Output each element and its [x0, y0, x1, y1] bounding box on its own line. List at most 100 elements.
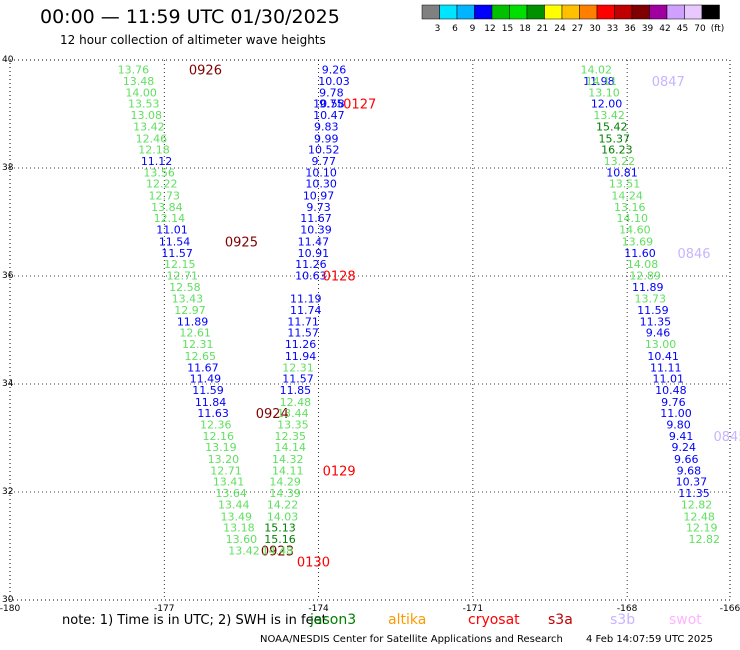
wave-height-value: 12.65	[185, 350, 217, 363]
wave-height-value: 11.11	[650, 361, 682, 374]
wave-height-value: 10.63	[295, 269, 327, 282]
scale-label: 33	[607, 24, 618, 34]
wave-height-value: 10.91	[298, 247, 330, 260]
wave-height-value: 14.08	[627, 258, 659, 271]
scale-swatch	[701, 4, 720, 20]
wave-height-value: 12.35	[275, 430, 307, 443]
wave-height-value: 11.89	[632, 281, 664, 294]
scale-label: 27	[572, 24, 583, 34]
wave-height-value: 13.76	[118, 64, 150, 77]
y-tick-label: 38	[2, 163, 14, 173]
wave-height-value: 14.10	[617, 212, 649, 225]
wave-height-value: 14.11	[272, 464, 304, 477]
wave-height-value: 11.35	[678, 487, 710, 500]
wave-height-value: 13.44	[218, 498, 250, 511]
wave-height-value: 11.59	[192, 384, 224, 397]
scale-label: (ft)	[711, 24, 725, 34]
generated-timestamp: 4 Feb 14:07:59 UTC 2025	[586, 634, 713, 645]
wave-height-value: 11.98	[583, 75, 615, 88]
legend-s3a: s3a	[548, 612, 573, 628]
x-tick-label: -174	[308, 604, 329, 614]
wave-height-value: 14.22	[267, 498, 299, 511]
y-tick-label: 40	[2, 55, 14, 65]
wave-height-value: 13.56	[143, 166, 175, 179]
wave-height-value: 9.80	[666, 419, 691, 432]
scale-label: 24	[554, 24, 566, 34]
wave-height-value: 12.71	[210, 464, 242, 477]
wave-height-value: 12.82	[689, 533, 721, 546]
page-subtitle: 12 hour collection of altimeter wave hei…	[60, 33, 326, 47]
wave-height-value: 13.48	[123, 75, 155, 88]
wave-height-value: 13.00	[645, 338, 677, 351]
wave-height-value: 9.77	[311, 155, 336, 168]
wave-height-value: 14.32	[272, 453, 304, 466]
wave-height-value: 14.39	[269, 487, 301, 500]
wave-height-value: 11.63	[197, 407, 229, 420]
wave-height-value: 11.26	[295, 258, 327, 271]
wave-height-value: 12.14	[154, 212, 186, 225]
wave-height-value: 15.13	[264, 522, 296, 535]
wave-height-value: 13.64	[215, 487, 247, 500]
wave-height-value: 13.51	[609, 178, 641, 191]
wave-height-value: 11.59	[637, 304, 669, 317]
scale-label: 42	[659, 24, 670, 34]
wave-height-value: 16.23	[601, 144, 633, 157]
credit-line: NOAA/NESDIS Center for Satellite Applica…	[260, 634, 563, 645]
footnote: note: 1) Time is in UTC; 2) SWH is in fe…	[62, 613, 327, 628]
wave-height-value: 12.31	[182, 338, 214, 351]
wave-height-value: 13.42	[593, 109, 625, 122]
wave-height-value: 12.16	[203, 430, 235, 443]
wave-height-value: 11.54	[159, 235, 191, 248]
wave-height-value: 13.10	[588, 86, 620, 99]
legend-s3b: s3b	[610, 612, 636, 628]
wave-height-value: 12.97	[174, 304, 206, 317]
wave-height-value: 11.60	[624, 247, 656, 260]
wave-height-value: 11.57	[287, 327, 319, 340]
wave-height-value: 13.73	[635, 293, 667, 306]
y-tick-label: 30	[2, 595, 14, 605]
x-tick-label: -171	[463, 604, 483, 614]
wave-height-value: 10.48	[655, 384, 687, 397]
scale-label: 18	[519, 24, 531, 34]
wave-height-value: 12.61	[179, 327, 211, 340]
wave-height-value: 12.58	[169, 281, 201, 294]
wave-height-value: 13.22	[604, 155, 636, 168]
wave-height-value: 9.24	[671, 441, 696, 454]
wave-height-value: 10.39	[300, 224, 332, 237]
wave-height-value: 12.00	[591, 98, 623, 111]
scale-label: 39	[642, 24, 654, 34]
y-tick-label: 32	[2, 487, 13, 497]
scale-label: 12	[484, 24, 495, 34]
track-time-label: 0846	[677, 247, 710, 262]
wave-height-value: 10.41	[647, 350, 679, 363]
track-time-label: 0845	[713, 430, 740, 445]
wave-height-value: 11.74	[290, 304, 322, 317]
wave-height-value: 12.46	[136, 132, 168, 145]
track-time-label: 0127	[343, 98, 376, 113]
wave-height-value: 13.20	[208, 453, 240, 466]
track-time-label: 0130	[297, 556, 330, 571]
track-time-label: 0925	[225, 235, 258, 250]
wave-height-value: 9.73	[306, 201, 331, 214]
wave-height-value: 13.60	[226, 533, 258, 546]
wave-height-value: 15.37	[599, 132, 631, 145]
wave-height-value: 11.85	[280, 384, 312, 397]
color-scale-legend: 3 6 9 12 15 18 21 24 27 30 33 36 39 42 45 70 (ft)	[421, 4, 725, 34]
wave-height-value: 12.48	[683, 510, 715, 523]
x-tick-label: -180	[0, 604, 20, 614]
wave-height-value: 12.15	[164, 258, 196, 271]
wave-height-value: 12.89	[629, 269, 661, 282]
wave-height-value: 11.49	[190, 373, 222, 386]
wave-height-value: 10.47	[313, 109, 345, 122]
wave-height-value: 11.26	[285, 338, 317, 351]
wave-height-value: 9.66	[674, 453, 699, 466]
wave-height-value: 13.18	[223, 522, 255, 535]
wave-height-value: 11.67	[187, 361, 219, 374]
track-time-label: 0129	[323, 464, 356, 479]
wave-height-value: 9.99	[314, 132, 339, 145]
legend-jason3: jason3	[310, 612, 357, 628]
wave-height-value: 12.22	[146, 178, 178, 191]
scale-label: 3	[435, 24, 441, 34]
wave-height-value: 9.46	[646, 327, 671, 340]
